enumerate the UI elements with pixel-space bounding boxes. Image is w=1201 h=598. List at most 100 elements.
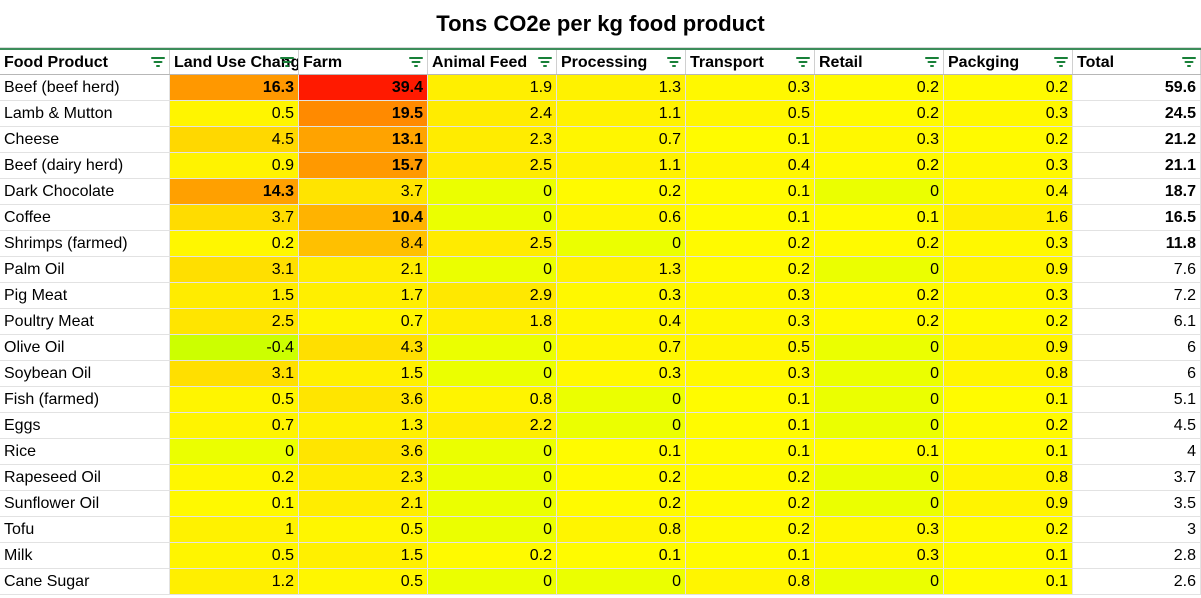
food-product-cell[interactable]: Milk bbox=[0, 543, 170, 569]
value-cell[interactable]: 0.1 bbox=[944, 387, 1073, 413]
value-cell[interactable]: 0 bbox=[815, 335, 944, 361]
value-cell[interactable]: 4.3 bbox=[299, 335, 428, 361]
value-cell[interactable]: 0.1 bbox=[686, 439, 815, 465]
value-cell[interactable]: 0.1 bbox=[815, 205, 944, 231]
value-cell[interactable]: 0 bbox=[428, 361, 557, 387]
value-cell[interactable]: 3.1 bbox=[170, 257, 299, 283]
value-cell[interactable]: 3.7 bbox=[299, 179, 428, 205]
value-cell[interactable]: 0.1 bbox=[686, 127, 815, 153]
filter-icon[interactable] bbox=[408, 56, 423, 68]
value-cell[interactable]: 0.1 bbox=[686, 179, 815, 205]
value-cell[interactable]: 1 bbox=[170, 517, 299, 543]
value-cell[interactable]: 0 bbox=[815, 569, 944, 595]
value-cell[interactable]: 0.2 bbox=[686, 491, 815, 517]
value-cell[interactable]: 2.4 bbox=[428, 101, 557, 127]
value-cell[interactable]: 0 bbox=[170, 439, 299, 465]
total-cell[interactable]: 3.5 bbox=[1073, 491, 1201, 517]
value-cell[interactable]: 0.3 bbox=[815, 517, 944, 543]
value-cell[interactable]: 0.9 bbox=[944, 335, 1073, 361]
value-cell[interactable]: 0.8 bbox=[428, 387, 557, 413]
filter-icon[interactable] bbox=[666, 56, 681, 68]
value-cell[interactable]: 0.2 bbox=[944, 127, 1073, 153]
value-cell[interactable]: 39.4 bbox=[299, 75, 428, 101]
value-cell[interactable]: 16.3 bbox=[170, 75, 299, 101]
value-cell[interactable]: 0.4 bbox=[686, 153, 815, 179]
value-cell[interactable]: 0.3 bbox=[557, 361, 686, 387]
value-cell[interactable]: 0.5 bbox=[170, 543, 299, 569]
filter-icon[interactable] bbox=[279, 56, 294, 68]
total-cell[interactable]: 7.6 bbox=[1073, 257, 1201, 283]
food-product-cell[interactable]: Beef (beef herd) bbox=[0, 75, 170, 101]
value-cell[interactable]: 0.3 bbox=[686, 75, 815, 101]
value-cell[interactable]: 0.3 bbox=[944, 153, 1073, 179]
food-product-cell[interactable]: Coffee bbox=[0, 205, 170, 231]
value-cell[interactable]: 0.2 bbox=[428, 543, 557, 569]
total-cell[interactable]: 21.1 bbox=[1073, 153, 1201, 179]
value-cell[interactable]: 0 bbox=[815, 465, 944, 491]
total-cell[interactable]: 2.6 bbox=[1073, 569, 1201, 595]
total-cell[interactable]: 7.2 bbox=[1073, 283, 1201, 309]
value-cell[interactable]: 0.2 bbox=[170, 231, 299, 257]
value-cell[interactable]: 0.5 bbox=[170, 101, 299, 127]
value-cell[interactable]: 0.7 bbox=[557, 127, 686, 153]
value-cell[interactable]: 0.2 bbox=[944, 75, 1073, 101]
filter-icon[interactable] bbox=[537, 56, 552, 68]
value-cell[interactable]: 0.8 bbox=[686, 569, 815, 595]
total-cell[interactable]: 2.8 bbox=[1073, 543, 1201, 569]
value-cell[interactable]: 0.2 bbox=[686, 517, 815, 543]
value-cell[interactable]: 0.2 bbox=[944, 413, 1073, 439]
value-cell[interactable]: 0.3 bbox=[686, 361, 815, 387]
value-cell[interactable]: 0.7 bbox=[299, 309, 428, 335]
value-cell[interactable]: 0.2 bbox=[557, 179, 686, 205]
value-cell[interactable]: 0 bbox=[815, 361, 944, 387]
value-cell[interactable]: 0.4 bbox=[944, 179, 1073, 205]
food-product-cell[interactable]: Cane Sugar bbox=[0, 569, 170, 595]
value-cell[interactable]: 1.5 bbox=[299, 361, 428, 387]
value-cell[interactable]: 0 bbox=[815, 413, 944, 439]
value-cell[interactable]: 0.5 bbox=[686, 335, 815, 361]
column-header-food-product[interactable]: Food Product bbox=[0, 50, 170, 74]
value-cell[interactable]: 1.5 bbox=[170, 283, 299, 309]
value-cell[interactable]: 0 bbox=[815, 257, 944, 283]
value-cell[interactable]: 0 bbox=[428, 491, 557, 517]
value-cell[interactable]: 1.7 bbox=[299, 283, 428, 309]
value-cell[interactable]: 8.4 bbox=[299, 231, 428, 257]
value-cell[interactable]: 0.2 bbox=[686, 465, 815, 491]
food-product-cell[interactable]: Dark Chocolate bbox=[0, 179, 170, 205]
value-cell[interactable]: 0 bbox=[815, 179, 944, 205]
value-cell[interactable]: 0 bbox=[557, 413, 686, 439]
value-cell[interactable]: 0.3 bbox=[944, 283, 1073, 309]
food-product-cell[interactable]: Olive Oil bbox=[0, 335, 170, 361]
value-cell[interactable]: 0.4 bbox=[557, 309, 686, 335]
column-header-animal-feed[interactable]: Animal Feed bbox=[428, 50, 557, 74]
total-cell[interactable]: 4 bbox=[1073, 439, 1201, 465]
food-product-cell[interactable]: Rice bbox=[0, 439, 170, 465]
value-cell[interactable]: 0.2 bbox=[944, 309, 1073, 335]
value-cell[interactable]: 3.1 bbox=[170, 361, 299, 387]
value-cell[interactable]: 0 bbox=[557, 387, 686, 413]
column-header-packging[interactable]: Packging bbox=[944, 50, 1073, 74]
value-cell[interactable]: 1.1 bbox=[557, 101, 686, 127]
value-cell[interactable]: 0.2 bbox=[686, 231, 815, 257]
value-cell[interactable]: 0.7 bbox=[170, 413, 299, 439]
value-cell[interactable]: 0.1 bbox=[557, 439, 686, 465]
column-header-processing[interactable]: Processing bbox=[557, 50, 686, 74]
total-cell[interactable]: 5.1 bbox=[1073, 387, 1201, 413]
value-cell[interactable]: 1.5 bbox=[299, 543, 428, 569]
value-cell[interactable]: 1.9 bbox=[428, 75, 557, 101]
total-cell[interactable]: 21.2 bbox=[1073, 127, 1201, 153]
value-cell[interactable]: 3.6 bbox=[299, 387, 428, 413]
value-cell[interactable]: 0.1 bbox=[944, 543, 1073, 569]
value-cell[interactable]: 0.8 bbox=[944, 361, 1073, 387]
value-cell[interactable]: 0.5 bbox=[170, 387, 299, 413]
value-cell[interactable]: 2.5 bbox=[170, 309, 299, 335]
value-cell[interactable]: 0 bbox=[428, 569, 557, 595]
value-cell[interactable]: 0 bbox=[557, 231, 686, 257]
value-cell[interactable]: 2.3 bbox=[299, 465, 428, 491]
value-cell[interactable]: 1.3 bbox=[557, 257, 686, 283]
food-product-cell[interactable]: Eggs bbox=[0, 413, 170, 439]
value-cell[interactable]: 0.8 bbox=[557, 517, 686, 543]
value-cell[interactable]: 1.2 bbox=[170, 569, 299, 595]
food-product-cell[interactable]: Pig Meat bbox=[0, 283, 170, 309]
value-cell[interactable]: 0 bbox=[428, 335, 557, 361]
